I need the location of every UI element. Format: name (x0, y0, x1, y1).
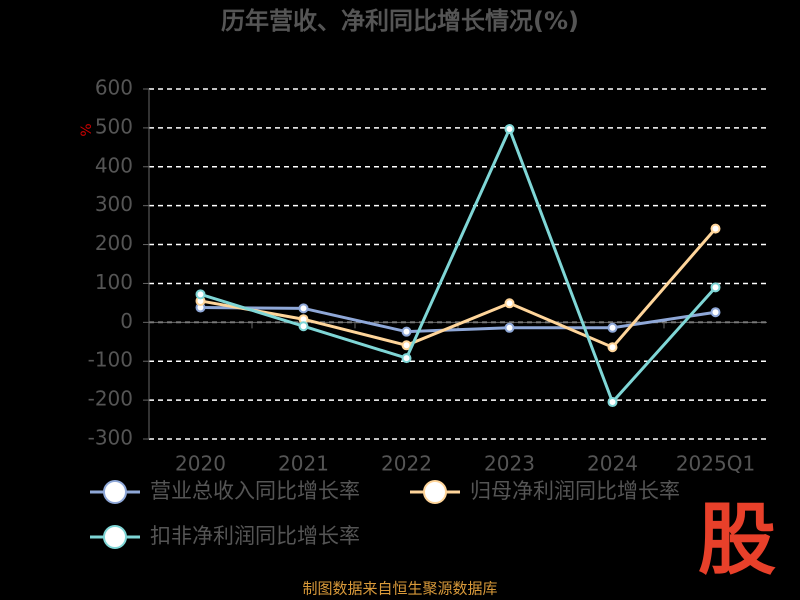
data-point (401, 340, 412, 351)
y-tick-label: 200 (95, 231, 133, 255)
y-tick-label: -300 (88, 426, 133, 450)
watermark: 股 (698, 495, 776, 585)
series-line (200, 125, 717, 405)
data-point (607, 322, 618, 333)
x-tick-label: 2023 (484, 452, 535, 476)
data-point (710, 307, 721, 318)
legend-label: 营业总收入同比增长率 (150, 479, 360, 503)
y-tick-label: 0 (120, 309, 133, 333)
y-tick-label: 500 (95, 114, 133, 138)
y-tick-label: 600 (95, 76, 133, 100)
data-point (401, 353, 412, 364)
chart-title: 历年营收、净利同比增长情况(%) (221, 7, 579, 35)
data-point (607, 397, 618, 408)
y-axis-label: % (79, 123, 95, 136)
legend-label: 归母净利润同比增长率 (470, 479, 680, 503)
x-tick-label: 2020 (175, 452, 226, 476)
y-tick-label: -200 (88, 387, 133, 411)
data-point (298, 303, 309, 314)
series-line (200, 227, 717, 350)
data-point (710, 223, 721, 234)
data-point (401, 326, 412, 337)
data-point (504, 322, 515, 333)
data-point (298, 321, 309, 332)
x-tick-label: 2022 (381, 452, 432, 476)
x-tick-label: 2025Q1 (676, 452, 755, 476)
source-note: 制图数据来自恒生聚源数据库 (302, 580, 497, 598)
legend-marker (103, 525, 127, 549)
data-point (504, 124, 515, 135)
x-tick-label: 2021 (278, 452, 329, 476)
data-point (607, 342, 618, 353)
legend-label: 扣非净利润同比增长率 (150, 524, 360, 548)
x-tick-label: 2024 (587, 452, 638, 476)
data-point (504, 298, 515, 309)
data-point (710, 282, 721, 293)
y-tick-label: -100 (88, 348, 133, 372)
legend-marker (423, 480, 447, 504)
data-point (195, 289, 206, 300)
y-tick-label: 400 (95, 153, 133, 177)
y-tick-label: 300 (95, 192, 133, 216)
y-tick-label: 100 (95, 270, 133, 294)
legend-marker (103, 480, 127, 504)
